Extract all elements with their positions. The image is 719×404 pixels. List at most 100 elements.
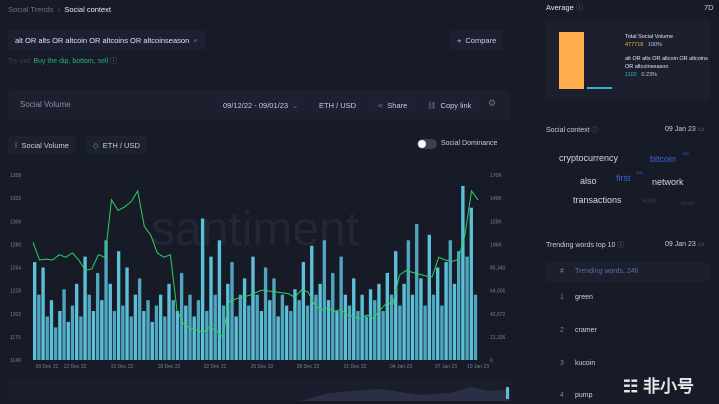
plus-icon: +	[457, 35, 462, 45]
share-button[interactable]: ⋖ Share	[370, 96, 415, 114]
compare-button[interactable]: + Compare	[450, 30, 504, 50]
volume-bar	[49, 300, 54, 360]
left-axis-tick: 1175	[10, 335, 21, 341]
volume-bar	[37, 294, 41, 360]
right-axis-tick: 128K	[490, 219, 502, 225]
x-axis-tick: 04 Jan 23	[390, 364, 412, 370]
trending-word: pump	[575, 392, 593, 399]
volume-bar	[163, 316, 167, 360]
volume-bar	[406, 240, 410, 360]
x-axis-tick: 28 Dec 22	[297, 364, 320, 370]
volume-bar	[457, 251, 461, 360]
query-label: alt OR alts OR altcoin OR altcoins OR al…	[625, 56, 708, 70]
social-dominance-toggle[interactable]	[417, 139, 437, 149]
chevron-right-icon: ›	[55, 5, 63, 14]
watermark: santiment	[151, 203, 359, 256]
rank: 3	[560, 360, 564, 367]
volume-bar	[465, 256, 469, 360]
volume-bar	[314, 294, 318, 360]
rank: 4	[560, 392, 564, 399]
legend-eth-usd[interactable]: ◇ ETH / USD	[86, 136, 147, 154]
legend-social-volume-label: Social Volume	[21, 140, 69, 150]
trending-word: kucoin	[575, 360, 596, 367]
average-title: Average ⓘ	[546, 2, 583, 13]
trending-header	[545, 262, 710, 282]
share-label: Share	[387, 100, 408, 110]
volume-bar	[121, 305, 125, 360]
volume-bar	[242, 278, 247, 360]
social-context-label: Social context	[546, 127, 590, 134]
word[interactable]: transactions	[573, 195, 622, 205]
volume-bar	[440, 305, 444, 360]
volume-bar	[137, 278, 142, 360]
diamond-icon: ◇	[93, 140, 99, 150]
x-axis-tick: 09 Dec 22	[36, 364, 59, 370]
eth-price-line	[32, 189, 479, 338]
volume-bar	[381, 311, 385, 360]
trending-word: green	[575, 294, 593, 301]
volume-bar	[171, 300, 175, 360]
volume-bar	[234, 316, 238, 360]
table-row[interactable]: 2 cramer	[545, 327, 710, 334]
volume-bar	[293, 289, 297, 360]
word[interactable]: network	[652, 177, 684, 187]
word[interactable]: also	[580, 176, 597, 186]
chevron-down-icon: ⌄	[292, 100, 299, 110]
word[interactable]: bitcoin	[650, 154, 677, 164]
volume-bar	[33, 262, 37, 360]
compare-label: Compare	[465, 35, 497, 45]
info-icon: ⓘ	[617, 242, 625, 249]
search-tag[interactable]: alt OR alts OR altcoin OR altcoins OR al…	[8, 30, 205, 50]
date-range-select[interactable]: 09/12/22 - 09/01/23 ⌄	[216, 96, 306, 114]
volume-bar	[343, 294, 348, 360]
volume-bar	[310, 245, 314, 360]
volume-bar	[301, 262, 306, 360]
navigator-handle[interactable]	[506, 387, 509, 399]
volume-bar	[230, 262, 234, 360]
query-volume-bar	[587, 87, 612, 89]
volume-bar	[352, 278, 356, 360]
legend-social-volume[interactable]: ⫾ Social Volume	[8, 136, 76, 154]
breadcrumb-parent[interactable]: Social Trends	[8, 5, 54, 14]
volume-bar	[205, 311, 209, 360]
word[interactable]: scrap	[642, 198, 657, 204]
date-range-label: 09/12/22 - 09/01/23	[223, 100, 289, 110]
table-row[interactable]: 4 pump	[545, 392, 710, 399]
word[interactable]: first	[616, 173, 631, 183]
trending-date[interactable]: 09 Jan 23 ▭	[665, 240, 704, 248]
volume-bar	[184, 305, 188, 360]
right-axis-tick: 42,672	[490, 312, 506, 318]
volume-bar	[66, 321, 70, 360]
volume-bar	[116, 251, 121, 360]
volume-bar	[280, 294, 285, 360]
volume-bar	[247, 305, 251, 360]
try-out-suggestions[interactable]: Buy the dip, bottom, sell	[33, 58, 109, 65]
word[interactable]: even	[681, 201, 695, 207]
x-axis-tick: 18 Dec 22	[158, 364, 181, 370]
average-period[interactable]: 7D	[704, 3, 714, 12]
volume-bar	[398, 305, 402, 360]
volume-bar	[226, 283, 230, 360]
volume-bar	[297, 300, 301, 360]
copy-link-button[interactable]: ⛓ Copy link	[420, 96, 479, 114]
info-icon: ⓘ	[575, 3, 584, 12]
volume-bar	[335, 311, 339, 360]
total-label: Total Social Volume	[625, 34, 673, 40]
pair-select[interactable]: ETH / USD	[312, 96, 364, 114]
table-row[interactable]: 1 green	[545, 294, 710, 301]
rank: 1	[560, 294, 564, 301]
settings-icon[interactable]: ⚙	[488, 98, 497, 108]
social-context-date[interactable]: 09 Jan 23 ▭	[665, 125, 704, 133]
volume-bar	[410, 294, 415, 360]
chart[interactable]: santiment 1358 1332 1306 1280 1254 1228 1202 11…	[0, 165, 520, 404]
volume-bar	[423, 305, 427, 360]
volume-bar	[150, 321, 154, 360]
query-value: 1102	[625, 72, 637, 78]
word[interactable]: cryptocurrency	[559, 153, 619, 163]
table-row[interactable]: 3 kucoin	[545, 360, 710, 367]
right-axis-tick: 0	[490, 358, 493, 364]
close-icon[interactable]: ×	[193, 35, 198, 45]
col-word: Trending words, 24h	[575, 268, 639, 275]
volume-bar	[255, 294, 259, 360]
x-axis-tick: 10 Jan 23	[467, 364, 489, 370]
